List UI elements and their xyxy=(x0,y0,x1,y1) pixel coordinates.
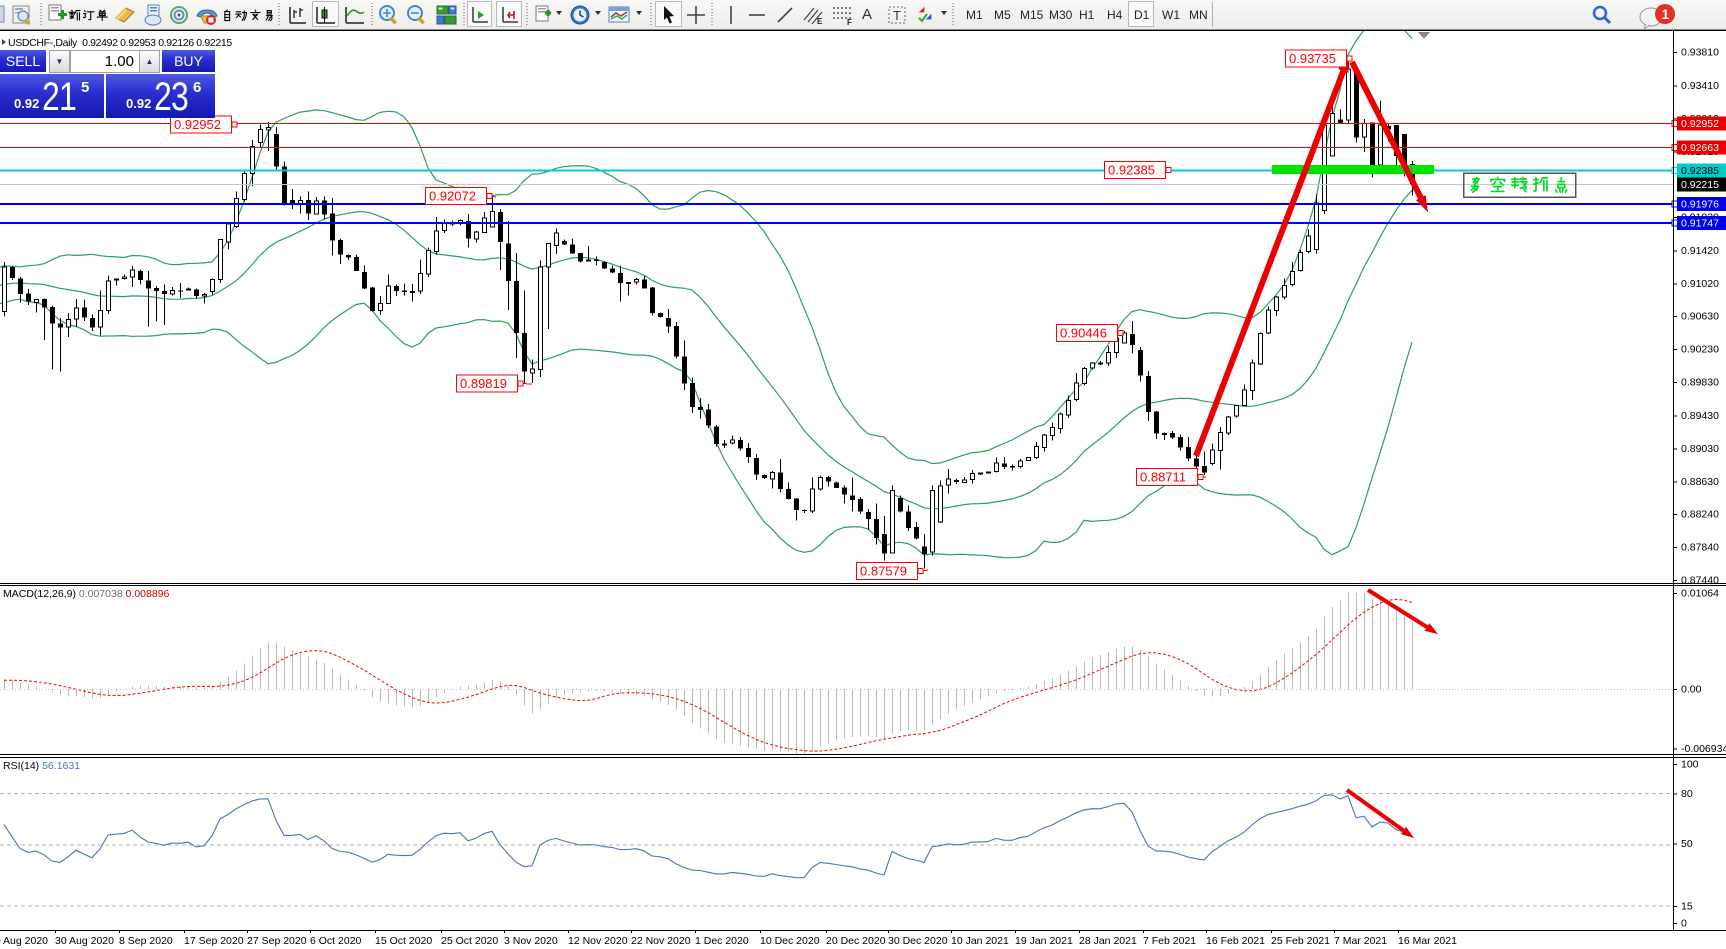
svg-text:27 Sep 2020: 27 Sep 2020 xyxy=(247,935,307,947)
svg-text:0.91976: 0.91976 xyxy=(1681,199,1719,211)
svg-text:7 Mar 2021: 7 Mar 2021 xyxy=(1334,935,1387,947)
svg-text:6 Oct 2020: 6 Oct 2020 xyxy=(310,935,362,947)
svg-text:10 Dec 2020: 10 Dec 2020 xyxy=(760,935,820,947)
svg-text:0.93410: 0.93410 xyxy=(1681,80,1719,92)
svg-text:0.88240: 0.88240 xyxy=(1681,508,1719,520)
svg-text:0.92952: 0.92952 xyxy=(174,117,221,132)
svg-text:25 Oct 2020: 25 Oct 2020 xyxy=(441,935,498,947)
svg-text:0.89030: 0.89030 xyxy=(1681,443,1719,455)
svg-text:28 Jan 2021: 28 Jan 2021 xyxy=(1079,935,1137,947)
svg-text:16 Mar 2021: 16 Mar 2021 xyxy=(1398,935,1457,947)
svg-text:20 Aug 2020: 20 Aug 2020 xyxy=(0,935,48,947)
svg-text:0.91420: 0.91420 xyxy=(1681,245,1719,257)
svg-text:0.92952: 0.92952 xyxy=(1681,118,1719,130)
svg-text:22 Nov 2020: 22 Nov 2020 xyxy=(631,935,691,947)
svg-text:0.01064: 0.01064 xyxy=(1681,587,1719,599)
svg-text:0.93735: 0.93735 xyxy=(1289,51,1336,66)
svg-text:0.90446: 0.90446 xyxy=(1060,326,1107,341)
svg-text:0.89819: 0.89819 xyxy=(460,376,507,391)
svg-text:MACD(12,26,9) 0.007038 0.00889: MACD(12,26,9) 0.007038 0.008896 xyxy=(3,588,170,600)
svg-text:0.88711: 0.88711 xyxy=(1140,470,1186,485)
svg-text:0.92385: 0.92385 xyxy=(1681,165,1719,177)
svg-text:0.89830: 0.89830 xyxy=(1681,377,1719,389)
svg-text:0.92215: 0.92215 xyxy=(1681,179,1719,191)
svg-text:3 Nov 2020: 3 Nov 2020 xyxy=(504,935,558,947)
svg-text:100: 100 xyxy=(1681,759,1699,771)
svg-text:0.89430: 0.89430 xyxy=(1681,410,1719,422)
svg-text:E: E xyxy=(817,17,823,26)
svg-text:30 Aug 2020: 30 Aug 2020 xyxy=(55,935,114,947)
svg-text:0.87840: 0.87840 xyxy=(1681,542,1719,554)
svg-text:0.91747: 0.91747 xyxy=(1681,218,1719,230)
svg-text:0.90230: 0.90230 xyxy=(1681,344,1719,356)
svg-text:80: 80 xyxy=(1681,788,1693,800)
svg-text:20 Dec 2020: 20 Dec 2020 xyxy=(826,935,886,947)
svg-text:T: T xyxy=(893,8,901,23)
svg-text:0.93810: 0.93810 xyxy=(1681,47,1719,59)
svg-text:50: 50 xyxy=(1681,838,1693,850)
svg-text:0.92385: 0.92385 xyxy=(1108,163,1155,178)
svg-text:0: 0 xyxy=(1681,918,1687,930)
svg-text:0.91020: 0.91020 xyxy=(1681,278,1719,290)
svg-text:1 Dec 2020: 1 Dec 2020 xyxy=(695,935,749,947)
svg-text:16 Feb 2021: 16 Feb 2021 xyxy=(1206,935,1265,947)
svg-text:12 Nov 2020: 12 Nov 2020 xyxy=(568,935,628,947)
svg-text:0.92072: 0.92072 xyxy=(429,189,476,204)
svg-text:15 Oct 2020: 15 Oct 2020 xyxy=(375,935,432,947)
svg-text:10 Jan 2021: 10 Jan 2021 xyxy=(951,935,1009,947)
svg-text:0.87579: 0.87579 xyxy=(860,564,907,579)
svg-text:0.00: 0.00 xyxy=(1681,684,1702,696)
svg-text:17 Sep 2020: 17 Sep 2020 xyxy=(184,935,244,947)
svg-text:7 Feb 2021: 7 Feb 2021 xyxy=(1143,935,1196,947)
svg-text:RSI(14) 56.1631: RSI(14) 56.1631 xyxy=(3,760,80,772)
svg-text:0.90630: 0.90630 xyxy=(1681,310,1719,322)
svg-text:25 Feb 2021: 25 Feb 2021 xyxy=(1271,935,1330,947)
svg-text:-0.006934: -0.006934 xyxy=(1681,743,1726,755)
svg-text:0.87440: 0.87440 xyxy=(1681,575,1719,587)
svg-text:15: 15 xyxy=(1681,900,1693,912)
svg-text:30 Dec 2020: 30 Dec 2020 xyxy=(888,935,948,947)
svg-text:8 Sep 2020: 8 Sep 2020 xyxy=(119,935,173,947)
svg-text:19 Jan 2021: 19 Jan 2021 xyxy=(1015,935,1073,947)
svg-text:0.92663: 0.92663 xyxy=(1681,142,1719,154)
svg-text:F: F xyxy=(847,18,852,26)
svg-text:1: 1 xyxy=(1662,6,1670,22)
svg-text:0.88630: 0.88630 xyxy=(1681,476,1719,488)
